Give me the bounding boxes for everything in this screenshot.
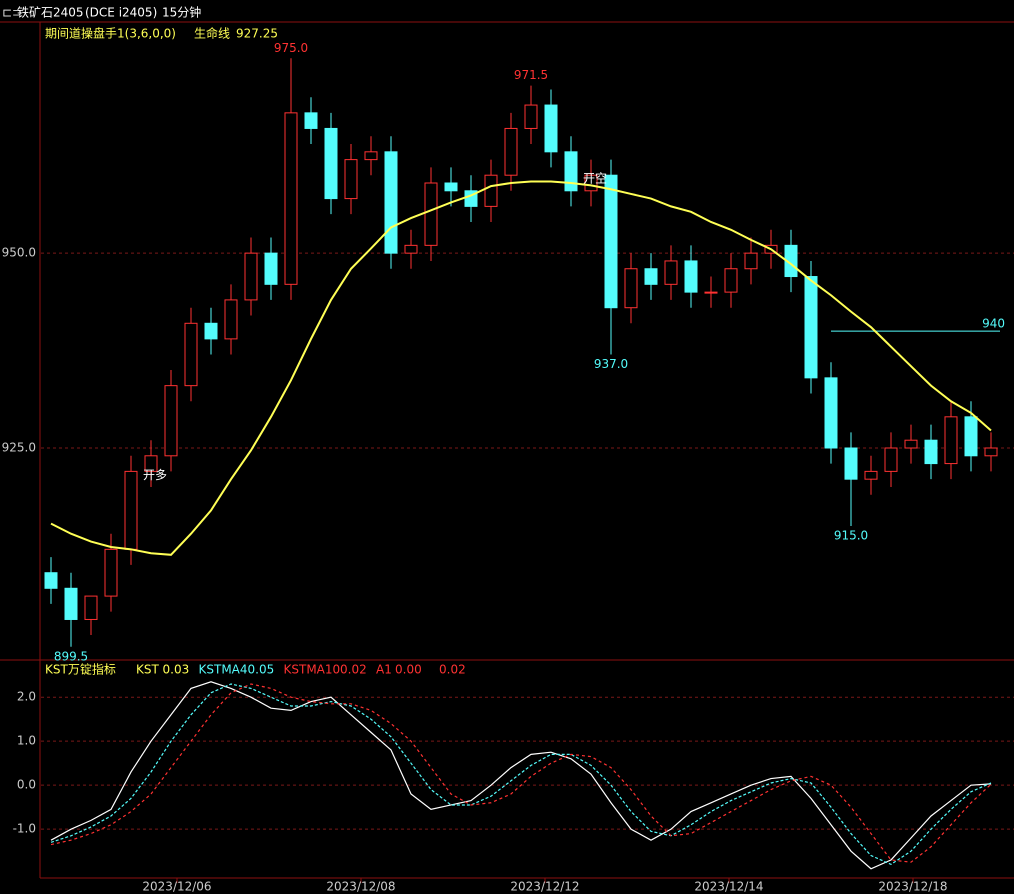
candle-body [304,112,318,129]
signal-label: 开多 [143,468,167,482]
legend-value: 0.02 [439,663,466,677]
signal-label: 开空 [583,172,607,186]
candle-body [324,127,338,200]
candle-body [884,447,898,472]
candle-body [624,268,638,309]
candle-body [204,322,218,340]
x-tick-label: 2023/12/06 [142,880,211,894]
candle-body [124,470,138,550]
price-annotation: 937.0 [594,357,628,371]
candle-body [944,416,958,465]
ma-name: 生命线 [194,26,230,41]
candle-body [924,439,938,465]
candle-body [404,244,418,254]
legend-name: A1 [376,663,392,677]
candle-body [264,252,278,285]
period[interactable]: 15分钟 [162,5,201,20]
candle-body [964,416,978,457]
candle-body [284,112,298,285]
x-tick-label: 2023/12/14 [694,880,763,894]
price-annotation: 899.5 [54,649,88,663]
candle-body [64,587,78,620]
candle-body [844,447,858,480]
indicator-line [50,681,992,870]
indicator-line [50,683,992,866]
y-tick-label: 950.0 [2,246,36,260]
indicator-name[interactable]: 期间道操盘手1(3,6,0,0) [45,26,176,41]
legend-value: 0.03 [163,663,190,677]
candle-body [224,299,238,340]
price-annotation: 915.0 [834,528,868,542]
legend-name: KSTMA4 [199,663,248,677]
x-tick-label: 2023/12/08 [326,880,395,894]
x-tick-label: 2023/12/12 [510,880,579,894]
price-annotation: 971.5 [514,68,548,82]
y-tick-label: 925.0 [2,441,36,455]
candle-body [444,182,458,192]
legend-name: KST [136,663,159,677]
candle-body [384,151,398,254]
y-tick-label: 1.0 [17,734,36,748]
legend-value: 0.02 [340,663,367,677]
ma-line [50,180,992,556]
y-tick-label: -1.0 [13,822,36,836]
y-tick-label: 0.0 [17,778,36,792]
x-tick-label: 2023/12/18 [878,880,947,894]
candle-body [904,439,918,449]
candle-body [984,447,998,457]
candle-body [164,385,178,457]
ma-value: 927.25 [236,27,278,41]
symbol-code: (DCE i2405) [85,6,157,20]
candle-body [644,268,658,285]
candle-body [484,174,498,207]
candle-body [84,595,98,620]
candle-body [784,244,798,278]
candle-body [604,174,618,309]
price-annotation: 975.0 [274,41,308,55]
candle-body [364,151,378,161]
legend-name: KSTMA10 [284,663,341,677]
candle-body [104,548,118,597]
candle-body [44,572,58,589]
candle-body [424,182,438,246]
candle-body [664,260,678,285]
indicator-line [50,683,992,863]
candle-body [184,322,198,387]
legend-value: 0.00 [395,663,422,677]
candle-body [824,377,838,449]
candle-body [684,260,698,293]
candle-body [564,151,578,192]
candle-body [544,104,558,153]
candle-body [864,470,878,480]
candle-body [724,268,738,293]
candle-body [144,455,158,472]
level-label: 940 [982,317,1005,331]
candle-body [804,276,818,379]
candle-body [504,127,518,176]
y-tick-label: 2.0 [17,690,36,704]
candle-body [244,252,258,301]
indicator-name[interactable]: KST万锭指标 [45,662,116,677]
menu-icon[interactable]: ⊏⊃ [2,6,22,20]
candle-body [344,159,358,200]
candle-body [704,291,718,294]
legend-value: 0.05 [248,663,275,677]
candle-body [744,252,758,270]
candle-body [524,104,538,129]
symbol: 铁矿石2405 [17,6,84,20]
